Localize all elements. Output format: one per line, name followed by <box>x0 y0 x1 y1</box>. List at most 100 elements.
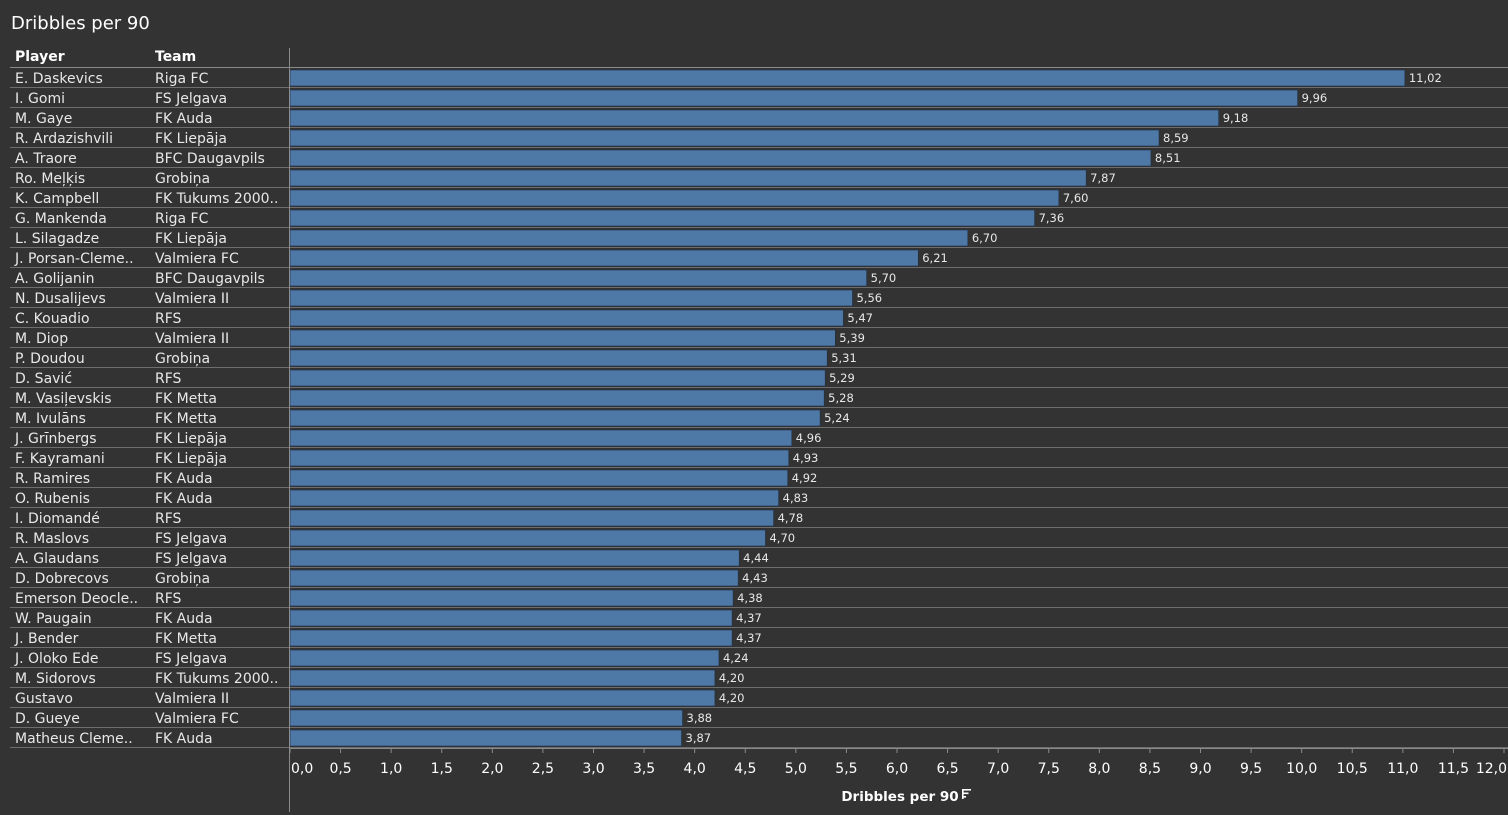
player-name[interactable]: C. Kouadio <box>15 311 90 327</box>
player-name[interactable]: J. Oloko Ede <box>14 651 98 667</box>
player-name[interactable]: A. Traore <box>15 151 77 167</box>
player-name[interactable]: M. Ivulāns <box>15 411 86 427</box>
player-column-header[interactable]: Player <box>15 49 65 65</box>
player-name[interactable]: I. Diomandé <box>15 511 100 527</box>
player-name[interactable]: M. Gaye <box>15 111 72 127</box>
player-name[interactable]: D. Gueye <box>15 711 80 727</box>
bar[interactable] <box>289 509 774 527</box>
bar[interactable] <box>289 189 1060 207</box>
player-name[interactable]: J. Porsan-Cleme.. <box>14 251 134 267</box>
bar[interactable] <box>289 469 789 487</box>
bar[interactable] <box>289 269 867 287</box>
player-name[interactable]: R. Ardazishvili <box>15 131 113 147</box>
player-name[interactable]: P. Doudou <box>15 351 85 367</box>
bar[interactable] <box>289 229 969 247</box>
team-name: FK Liepāja <box>155 231 227 247</box>
bar-value-label: 4,20 <box>719 671 745 685</box>
sort-descending-icon[interactable] <box>962 789 971 791</box>
bar-value-label: 11,02 <box>1409 71 1442 85</box>
bar[interactable] <box>289 149 1152 167</box>
player-name[interactable]: M. Vasiļevskis <box>15 391 112 407</box>
bar-value-label: 5,31 <box>831 351 857 365</box>
x-tick-label: 10,5 <box>1337 761 1368 777</box>
bar[interactable] <box>289 729 682 747</box>
player-name[interactable]: Ro. Meļķis <box>15 171 85 187</box>
sort-descending-icon[interactable] <box>962 789 964 799</box>
team-name: Grobiņa <box>155 351 210 367</box>
bar[interactable] <box>289 549 740 567</box>
bar[interactable] <box>289 609 733 627</box>
player-name[interactable]: I. Gomi <box>15 91 65 107</box>
bar[interactable] <box>289 389 825 407</box>
sort-descending-icon[interactable] <box>962 792 969 795</box>
player-name[interactable]: D. Dobrecovs <box>15 571 109 587</box>
sort-descending-icon[interactable] <box>962 796 966 798</box>
bar-value-label: 4,92 <box>792 471 818 485</box>
bar[interactable] <box>289 69 1406 87</box>
bar[interactable] <box>289 209 1035 227</box>
x-tick-label: 10,0 <box>1286 761 1317 777</box>
bar[interactable] <box>289 569 739 587</box>
bar-value-label: 5,24 <box>824 411 850 425</box>
team-column-header[interactable]: Team <box>155 49 197 65</box>
bar-value-label: 7,36 <box>1039 211 1065 225</box>
x-tick-label: 12,0 <box>1476 761 1507 777</box>
x-tick-label: 0,5 <box>329 761 351 777</box>
team-name: FK Liepāja <box>155 431 227 447</box>
player-name[interactable]: L. Silagadze <box>15 231 99 247</box>
player-name[interactable]: A. Golijanin <box>15 271 95 287</box>
player-name[interactable]: N. Dusalijevs <box>15 291 106 307</box>
bar[interactable] <box>289 329 836 347</box>
player-name[interactable]: Emerson Deocle.. <box>15 591 138 607</box>
bar[interactable] <box>289 109 1220 127</box>
player-name[interactable]: O. Rubenis <box>15 491 90 507</box>
bar-value-label: 4,20 <box>719 691 745 705</box>
bar[interactable] <box>289 369 826 387</box>
player-name[interactable]: Gustavo <box>15 691 73 707</box>
bar[interactable] <box>289 429 793 447</box>
bar-value-label: 4,70 <box>769 531 795 545</box>
player-name[interactable]: J. Bender <box>14 631 79 647</box>
bar-value-label: 4,37 <box>736 631 762 645</box>
player-name[interactable]: A. Glaudans <box>15 551 99 567</box>
bar[interactable] <box>289 409 821 427</box>
player-name[interactable]: K. Campbell <box>15 191 99 207</box>
bar[interactable] <box>289 89 1298 107</box>
bar[interactable] <box>289 649 720 667</box>
player-name[interactable]: R. Ramires <box>15 471 90 487</box>
bar[interactable] <box>289 589 734 607</box>
bar-value-label: 5,28 <box>828 391 854 405</box>
bar[interactable] <box>289 289 853 307</box>
x-tick-label: 11,0 <box>1387 761 1418 777</box>
x-tick-label: 9,5 <box>1240 761 1262 777</box>
bar[interactable] <box>289 709 683 727</box>
player-name[interactable]: W. Paugain <box>15 611 92 627</box>
player-name[interactable]: M. Sidorovs <box>15 671 96 687</box>
player-name[interactable]: Matheus Cleme.. <box>15 731 133 747</box>
team-name: FK Auda <box>155 491 213 507</box>
player-name[interactable]: G. Mankenda <box>15 211 107 227</box>
team-name: FK Metta <box>155 631 217 647</box>
bar[interactable] <box>289 449 790 467</box>
bar[interactable] <box>289 689 716 707</box>
bar-value-label: 6,21 <box>922 251 948 265</box>
bar[interactable] <box>289 489 779 507</box>
player-name[interactable]: M. Diop <box>15 331 68 347</box>
player-name[interactable]: D. Savić <box>15 371 72 387</box>
bar[interactable] <box>289 669 716 687</box>
bar[interactable] <box>289 129 1160 147</box>
bar[interactable] <box>289 309 844 327</box>
player-name[interactable]: J. Grīnbergs <box>14 431 97 447</box>
x-tick-label: 3,0 <box>582 761 604 777</box>
bar[interactable] <box>289 249 919 267</box>
bar[interactable] <box>289 529 766 547</box>
bar[interactable] <box>289 169 1087 187</box>
x-tick-label: 4,5 <box>734 761 756 777</box>
player-name[interactable]: R. Maslovs <box>15 531 89 547</box>
bar[interactable] <box>289 349 828 367</box>
player-name[interactable]: F. Kayramani <box>15 451 105 467</box>
bar-value-label: 5,70 <box>871 271 897 285</box>
player-name[interactable]: E. Daskevics <box>15 71 103 87</box>
bar[interactable] <box>289 629 733 647</box>
